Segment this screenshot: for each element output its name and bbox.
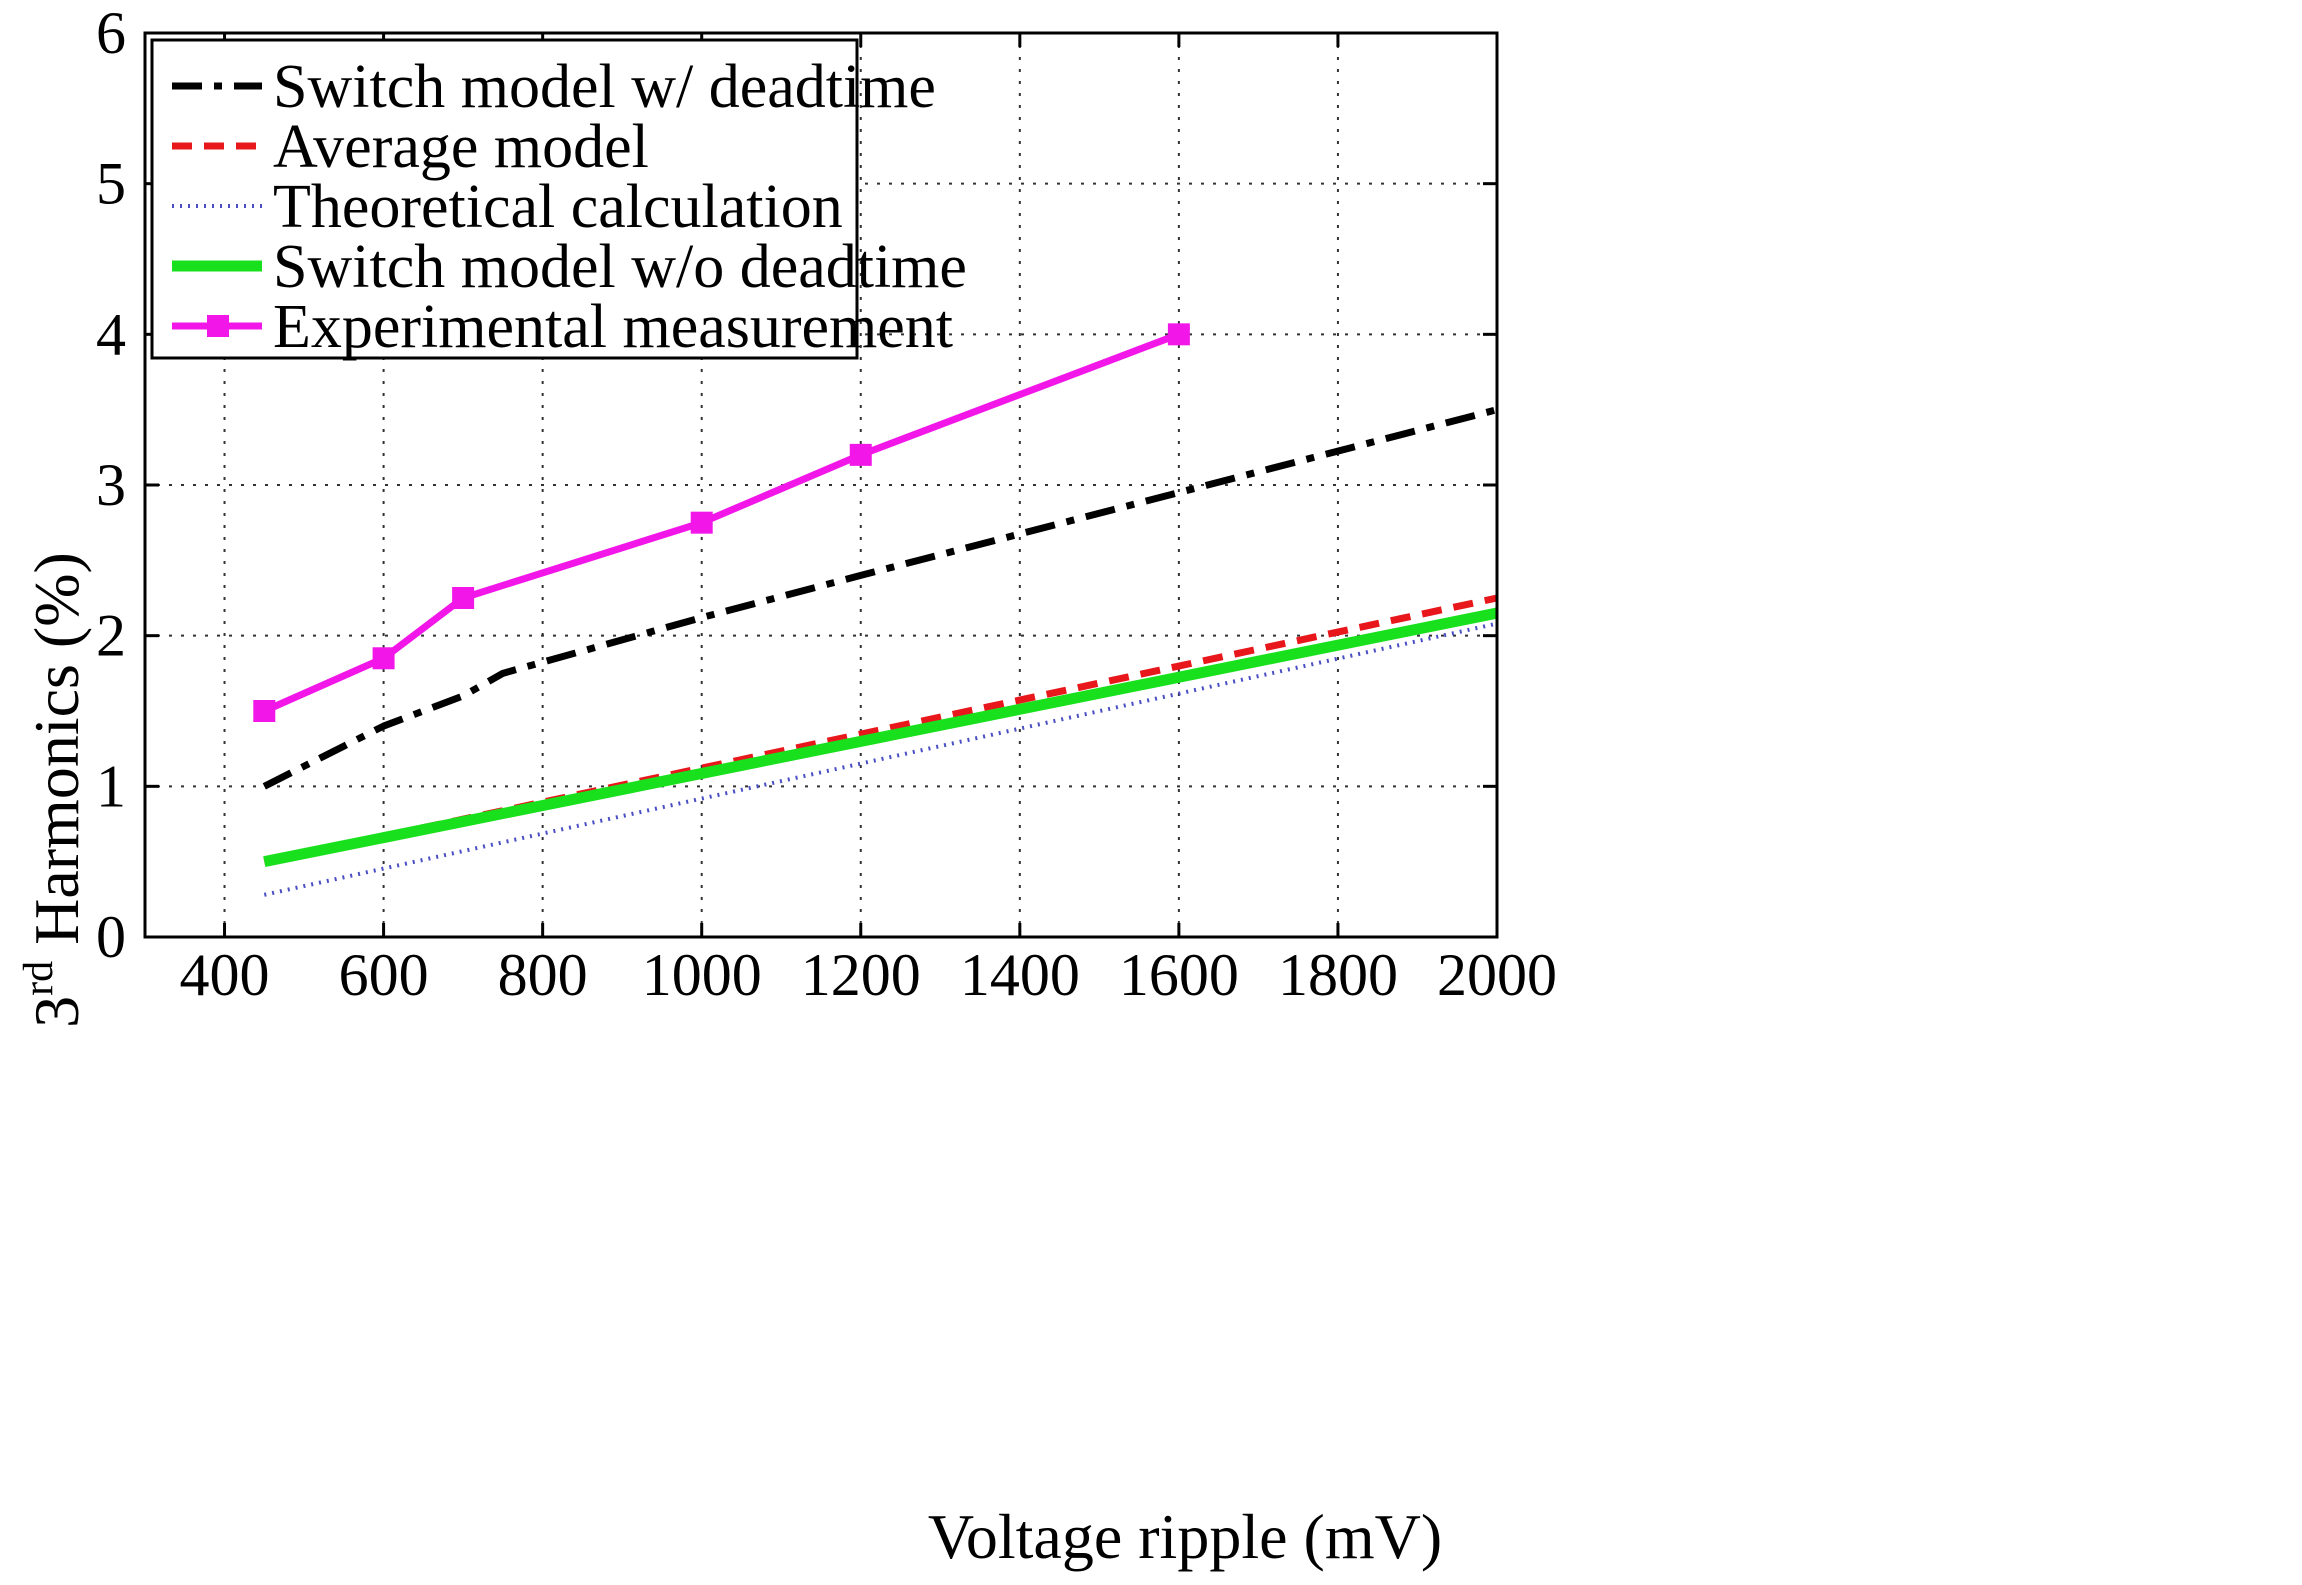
series-0 <box>262 406 1498 790</box>
y-axis-title-prefix: 3 <box>21 996 92 1028</box>
x-tick-label: 600 <box>339 942 429 1008</box>
legend-label: Theoretical calculation <box>273 173 843 241</box>
legend-marker <box>207 315 229 337</box>
legend-box <box>150 38 859 360</box>
series-line <box>262 406 1498 790</box>
legend-label: Switch model w/ deadtime <box>273 53 936 121</box>
x-axis-title: Voltage ripple (mV) <box>928 1501 1442 1572</box>
legend-item: Switch model w/o deadtime <box>172 233 967 301</box>
series-line <box>263 607 1499 868</box>
data-point-marker <box>253 700 276 722</box>
y-tick-label: 6 <box>96 0 126 66</box>
legend-item: Average model <box>172 113 649 181</box>
x-tick-label: 400 <box>180 942 270 1008</box>
series-3 <box>263 607 1499 868</box>
x-tick-label: 1400 <box>960 942 1080 1008</box>
y-axis-title: 3rd Harmonics (%) <box>16 552 92 1028</box>
legend-label: Switch model w/o deadtime <box>273 233 967 301</box>
legend-item: Theoretical calculation <box>172 173 843 241</box>
y-tick-label: 4 <box>96 301 126 367</box>
data-point-marker <box>452 587 475 609</box>
legend-item: Experimental measurement <box>172 293 953 361</box>
data-point-marker <box>849 443 872 466</box>
data-point-marker <box>1167 323 1190 346</box>
y-tick-label: 3 <box>96 452 126 518</box>
y-axis-title-suffix: Harmonics (%) <box>21 552 92 961</box>
data-point-marker <box>372 647 395 670</box>
x-tick-label: 1000 <box>642 942 762 1008</box>
data-point-marker <box>690 511 713 534</box>
x-tick-label: 2000 <box>1437 942 1557 1008</box>
y-axis-title-superscript: rd <box>16 961 62 996</box>
legend-label: Average model <box>273 113 649 181</box>
series-4 <box>253 323 1190 722</box>
legend-label: Experimental measurement <box>273 293 953 361</box>
y-tick-label: 1 <box>96 753 126 819</box>
axis-ticks: 400 600 800 1000 1200 1400 1600 1800 2000 0 1 2 3 4 5 6 <box>96 0 1557 1008</box>
x-tick-label: 1800 <box>1278 942 1398 1008</box>
series-group <box>253 323 1499 897</box>
legend-item: Switch model w/ deadtime <box>172 53 936 121</box>
x-tick-label: 800 <box>498 942 588 1008</box>
y-tick-label: 2 <box>96 603 126 669</box>
y-tick-label: 5 <box>96 151 126 217</box>
x-tick-label: 1600 <box>1119 942 1239 1008</box>
x-tick-label: 1200 <box>801 942 921 1008</box>
series-line <box>262 331 1181 715</box>
y-tick-label: 0 <box>96 904 126 970</box>
